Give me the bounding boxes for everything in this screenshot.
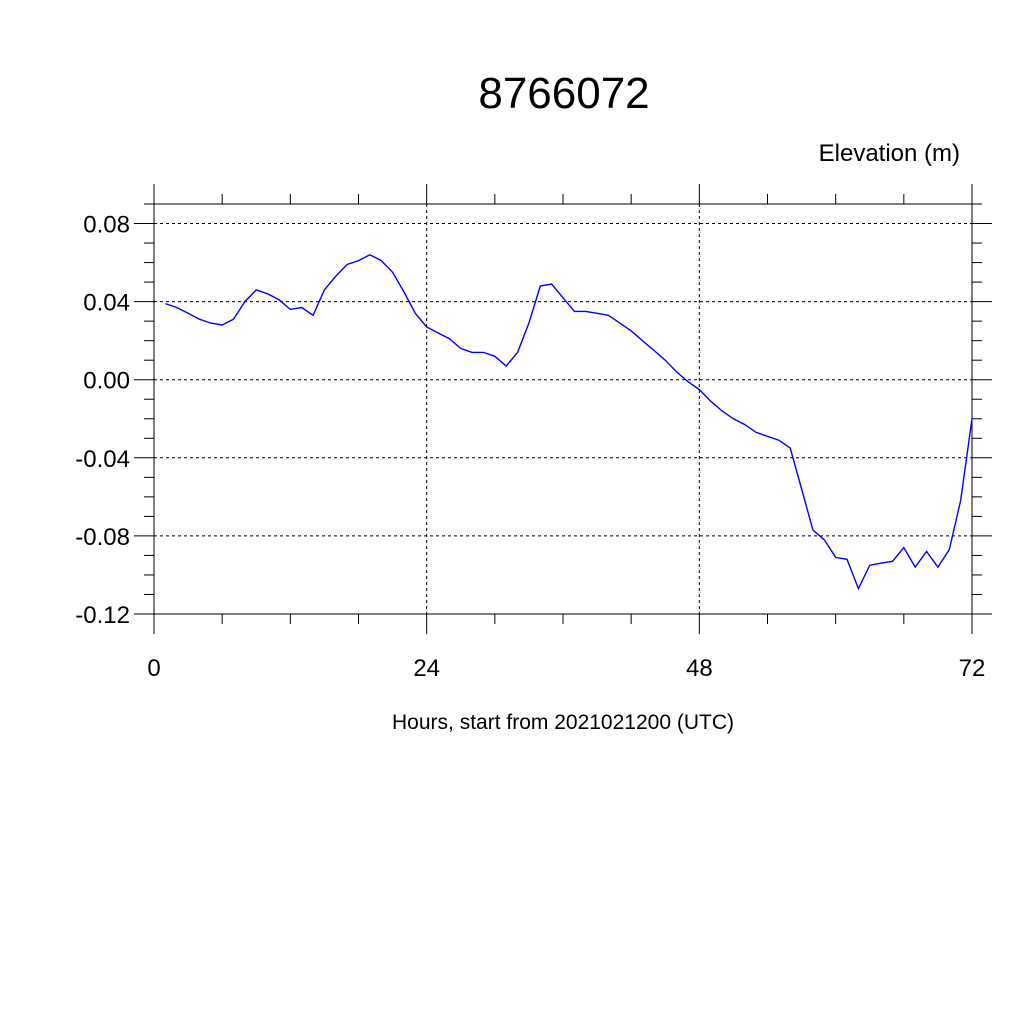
- minor-ticks: [144, 194, 982, 624]
- x-axis-label: Hours, start from 2021021200 (UTC): [392, 711, 734, 734]
- chart-title: 8766072: [478, 69, 649, 118]
- x-tick-label: 72: [959, 655, 986, 682]
- x-tick-label: 24: [413, 655, 440, 682]
- y-tick-label: 0.04: [83, 290, 130, 317]
- grid-lines: [154, 204, 972, 615]
- series-line: [165, 254, 973, 591]
- y-tick-label: -0.08: [75, 524, 130, 551]
- x-tick-label: 0: [147, 655, 160, 682]
- x-tick-labels: 0 24 48 72: [147, 655, 985, 682]
- y-tick-labels: 0.08 0.04 0.00 -0.04 -0.08 -0.12: [75, 212, 130, 629]
- y-tick-label: 0.00: [83, 368, 130, 395]
- y-axis-label: Elevation (m): [819, 140, 960, 167]
- y-tick-label: -0.12: [75, 602, 130, 629]
- y-tick-label: -0.04: [75, 446, 130, 473]
- major-ticks: [134, 184, 992, 634]
- y-tick-label: 0.08: [83, 212, 130, 239]
- plot-frame: [153, 203, 973, 615]
- x-tick-label: 48: [686, 655, 713, 682]
